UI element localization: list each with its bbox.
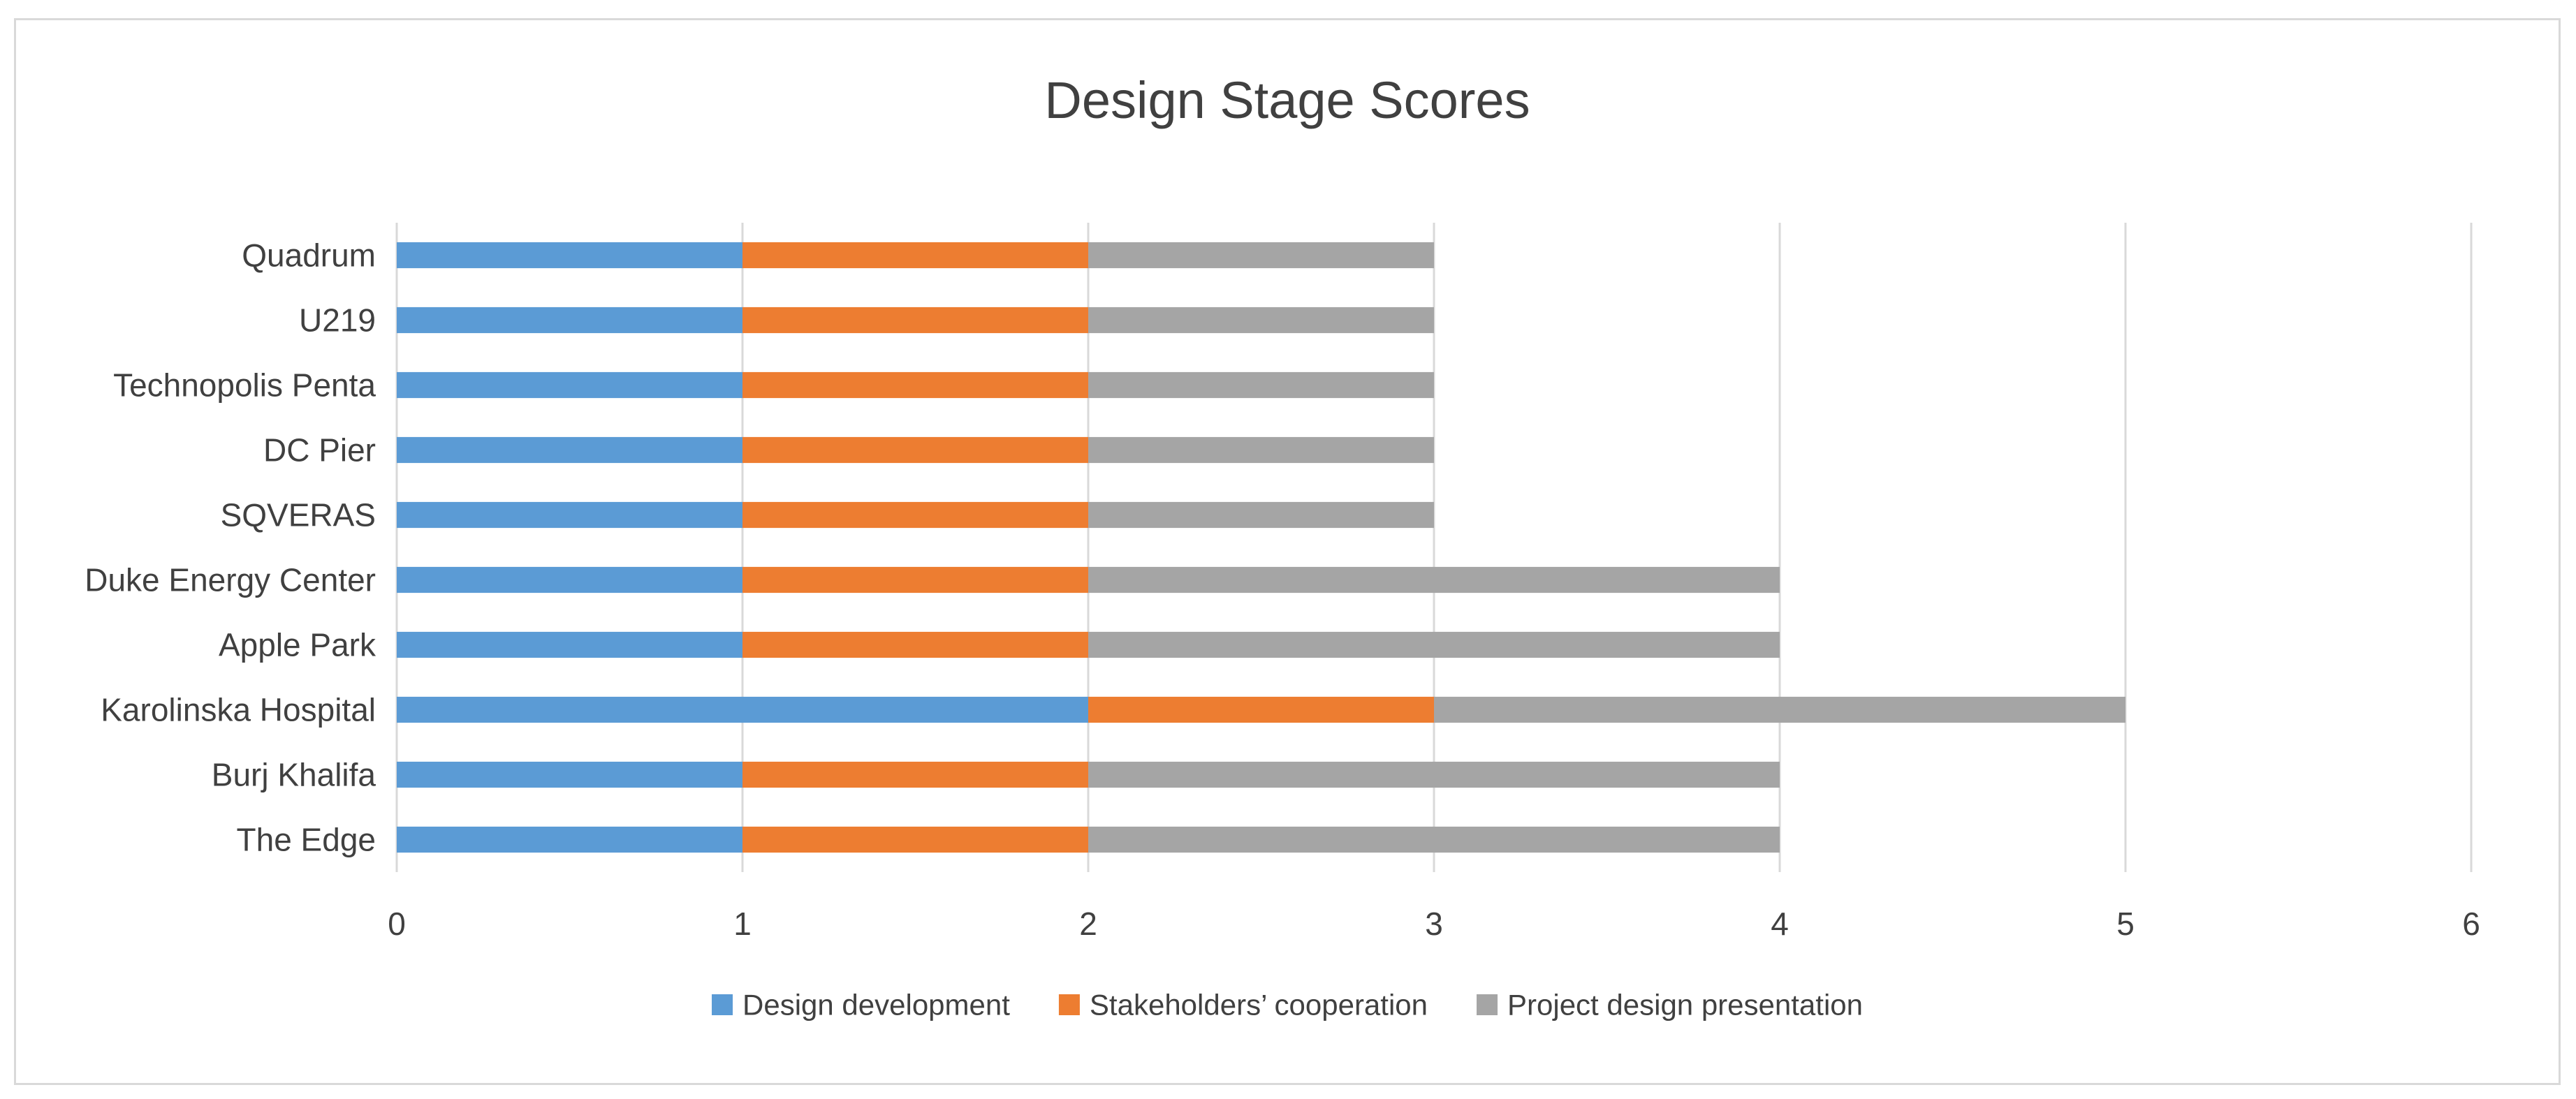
x-tick-label-6: 6 bbox=[2462, 906, 2480, 942]
legend-swatch-design-development bbox=[712, 994, 733, 1015]
chart-frame: Design Stage Scores The Edge Burj Khalifa… bbox=[14, 18, 2561, 1085]
legend-label-stakeholders-cooperation: Stakeholders’ cooperation bbox=[1090, 989, 1428, 1021]
x-axis-tick-labels: 0 1 2 3 4 5 6 bbox=[388, 906, 2480, 942]
category-label-duke-energy-center: Duke Energy Center bbox=[85, 562, 376, 598]
legend-item-project-design-presentation: Project design presentation bbox=[1477, 989, 1863, 1021]
category-labels: The Edge Burj Khalifa Karolinska Hospital A… bbox=[85, 237, 376, 858]
category-label-karolinska-hospital: Karolinska Hospital bbox=[101, 692, 376, 728]
bars bbox=[397, 242, 2125, 853]
legend-label-project-design-presentation: Project design presentation bbox=[1507, 989, 1863, 1021]
legend-label-design-development: Design development bbox=[742, 989, 1010, 1021]
bar-duke-energy-center-design-development bbox=[397, 566, 742, 593]
bar-u219-design-development bbox=[397, 307, 742, 334]
bar-dc-pier-stakeholders-cooperation bbox=[742, 436, 1088, 464]
bar-the-edge-design-development bbox=[397, 826, 742, 853]
bar-the-edge-stakeholders-cooperation bbox=[742, 826, 1088, 853]
x-tick-label-4: 4 bbox=[1771, 906, 1789, 942]
bar-apple-park-stakeholders-cooperation bbox=[742, 631, 1088, 658]
legend-item-design-development: Design development bbox=[712, 989, 1010, 1021]
bar-apple-park-design-development bbox=[397, 631, 742, 658]
legend: Design development Stakeholders’ cooperat… bbox=[712, 989, 1863, 1021]
legend-swatch-project-design-presentation bbox=[1477, 994, 1498, 1015]
bar-karolinska-hospital-design-development bbox=[397, 696, 1088, 723]
chart-title: Design Stage Scores bbox=[1044, 71, 1530, 129]
category-label-sqveras: SQVERAS bbox=[221, 497, 376, 533]
category-label-apple-park: Apple Park bbox=[219, 627, 376, 663]
bar-karolinska-hospital-project-design-presentation bbox=[1434, 696, 2125, 723]
bar-burj-khalifa-design-development bbox=[397, 761, 742, 788]
bar-u219-stakeholders-cooperation bbox=[742, 307, 1088, 334]
bar-burj-khalifa-stakeholders-cooperation bbox=[742, 761, 1088, 788]
bar-dc-pier-project-design-presentation bbox=[1088, 436, 1434, 464]
bar-burj-khalifa-project-design-presentation bbox=[1088, 761, 1780, 788]
bar-technopolis-penta-project-design-presentation bbox=[1088, 371, 1434, 399]
bar-duke-energy-center-project-design-presentation bbox=[1088, 566, 1780, 593]
bar-the-edge-project-design-presentation bbox=[1088, 826, 1780, 853]
bar-sqveras-design-development bbox=[397, 501, 742, 529]
x-tick-label-3: 3 bbox=[1425, 906, 1443, 942]
bar-quadrum-stakeholders-cooperation bbox=[742, 242, 1088, 269]
x-tick-label-2: 2 bbox=[1079, 906, 1097, 942]
bar-dc-pier-design-development bbox=[397, 436, 742, 464]
bar-quadrum-design-development bbox=[397, 242, 742, 269]
x-tick-label-5: 5 bbox=[2116, 906, 2135, 942]
bar-apple-park-project-design-presentation bbox=[1088, 631, 1780, 658]
category-label-technopolis-penta: Technopolis Penta bbox=[113, 367, 376, 404]
bar-karolinska-hospital-stakeholders-cooperation bbox=[1088, 696, 1434, 723]
bar-sqveras-project-design-presentation bbox=[1088, 501, 1434, 529]
legend-item-stakeholders-cooperation: Stakeholders’ cooperation bbox=[1058, 989, 1428, 1021]
x-tick-label-1: 1 bbox=[733, 906, 752, 942]
bar-sqveras-stakeholders-cooperation bbox=[742, 501, 1088, 529]
legend-swatch-stakeholders-cooperation bbox=[1058, 994, 1080, 1015]
stacked-bar-chart: Design Stage Scores The Edge Burj Khalifa… bbox=[85, 71, 2480, 1021]
category-label-u219: U219 bbox=[299, 302, 376, 339]
category-label-quadrum: Quadrum bbox=[242, 237, 376, 274]
category-label-burj-khalifa: Burj Khalifa bbox=[212, 757, 376, 793]
category-label-the-edge: The Edge bbox=[237, 822, 376, 858]
bar-technopolis-penta-design-development bbox=[397, 371, 742, 399]
bar-technopolis-penta-stakeholders-cooperation bbox=[742, 371, 1088, 399]
x-tick-label-0: 0 bbox=[388, 906, 406, 942]
bar-u219-project-design-presentation bbox=[1088, 307, 1434, 334]
bar-quadrum-project-design-presentation bbox=[1088, 242, 1434, 269]
category-label-dc-pier: DC Pier bbox=[263, 432, 376, 469]
bar-duke-energy-center-stakeholders-cooperation bbox=[742, 566, 1088, 593]
